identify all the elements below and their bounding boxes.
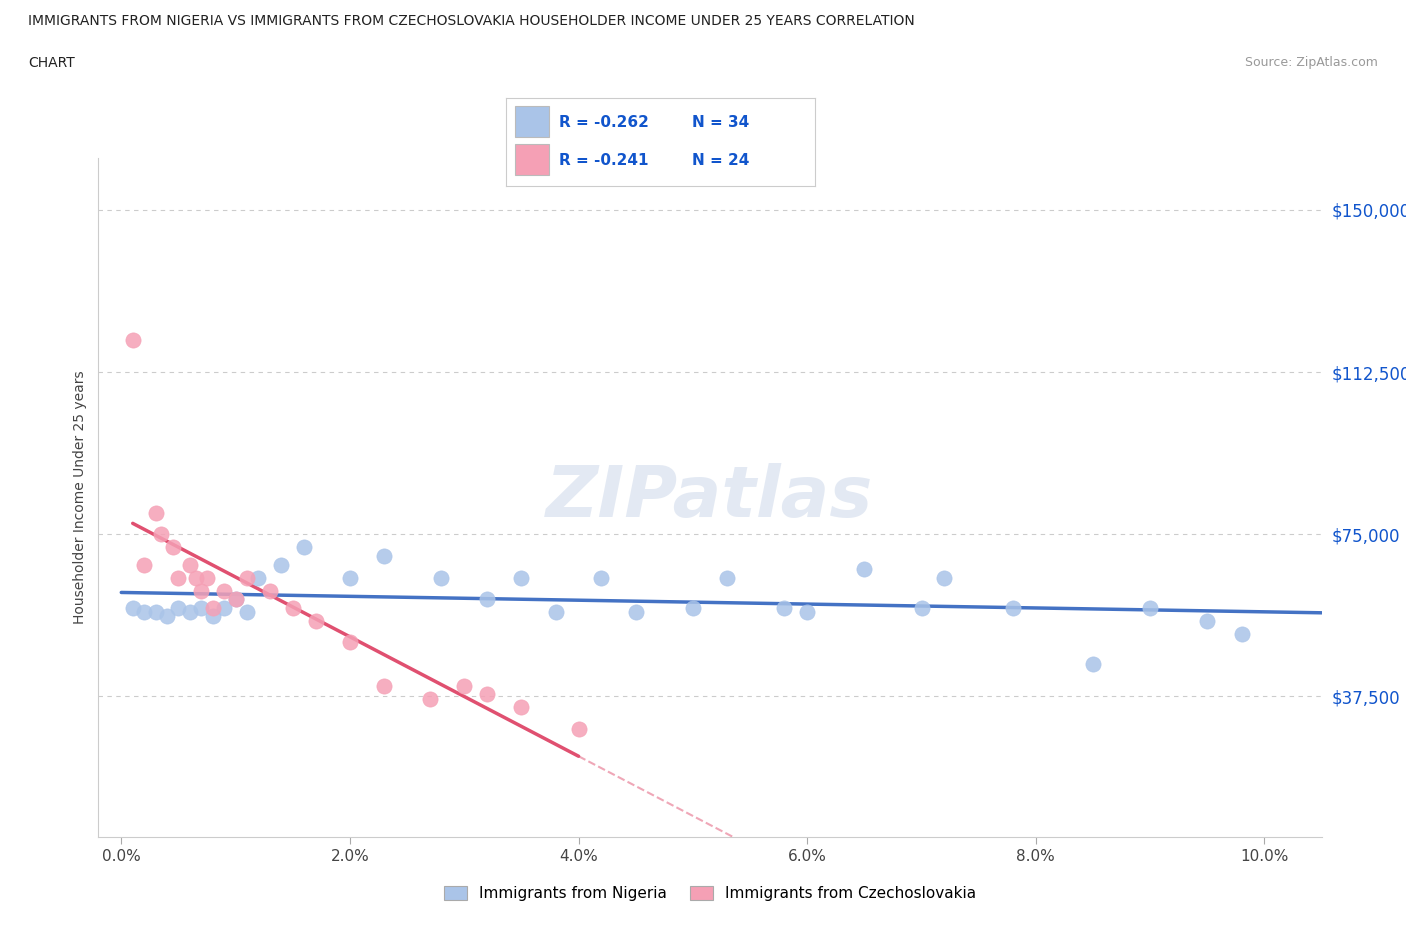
Text: ZIPatlas: ZIPatlas [547,463,873,532]
Point [373,549,395,564]
Bar [516,144,550,175]
Point [475,687,498,702]
Text: R = -0.262: R = -0.262 [558,115,648,130]
Point [1230,626,1253,641]
Point [247,570,270,585]
Point [419,691,441,706]
Point [773,601,796,616]
Point [853,562,876,577]
Point [190,601,212,616]
Point [212,601,235,616]
Point [796,604,818,619]
Point [292,539,315,554]
Point [430,570,453,585]
Point [225,591,247,606]
Point [339,570,361,585]
Text: N = 24: N = 24 [692,153,749,168]
Point [270,557,292,572]
Bar [516,107,550,137]
Legend: Immigrants from Nigeria, Immigrants from Czechoslovakia: Immigrants from Nigeria, Immigrants from… [437,880,983,908]
Point [179,557,201,572]
Point [1197,614,1219,629]
Point [134,557,156,572]
Point [150,527,173,542]
Point [510,700,533,715]
Text: IMMIGRANTS FROM NIGERIA VS IMMIGRANTS FROM CZECHOSLOVAKIA HOUSEHOLDER INCOME UND: IMMIGRANTS FROM NIGERIA VS IMMIGRANTS FR… [28,14,915,28]
Point [134,604,156,619]
Point [195,570,218,585]
Point [201,601,224,616]
Point [225,591,247,606]
Point [121,332,143,347]
Point [339,635,361,650]
Point [212,583,235,598]
Text: Source: ZipAtlas.com: Source: ZipAtlas.com [1244,56,1378,69]
Text: R = -0.241: R = -0.241 [558,153,648,168]
Point [236,604,259,619]
Y-axis label: Householder Income Under 25 years: Householder Income Under 25 years [73,371,87,624]
Point [236,570,259,585]
Point [121,601,143,616]
Text: CHART: CHART [28,56,75,70]
Point [167,601,190,616]
Point [567,722,589,737]
Text: N = 34: N = 34 [692,115,749,130]
Point [475,591,498,606]
Point [716,570,738,585]
Point [1139,601,1161,616]
Point [591,570,613,585]
Point [373,678,395,693]
Point [510,570,533,585]
Point [201,609,224,624]
Point [145,505,167,520]
Point [167,570,190,585]
Point [281,601,304,616]
Point [184,570,207,585]
Point [934,570,956,585]
Point [190,583,212,598]
Point [544,604,567,619]
Point [179,604,201,619]
Point [162,539,184,554]
Point [453,678,475,693]
Point [145,604,167,619]
Point [624,604,647,619]
Point [1001,601,1024,616]
Point [259,583,281,598]
Point [304,614,326,629]
Point [682,601,704,616]
Point [156,609,179,624]
Point [1081,657,1104,671]
Point [910,601,932,616]
